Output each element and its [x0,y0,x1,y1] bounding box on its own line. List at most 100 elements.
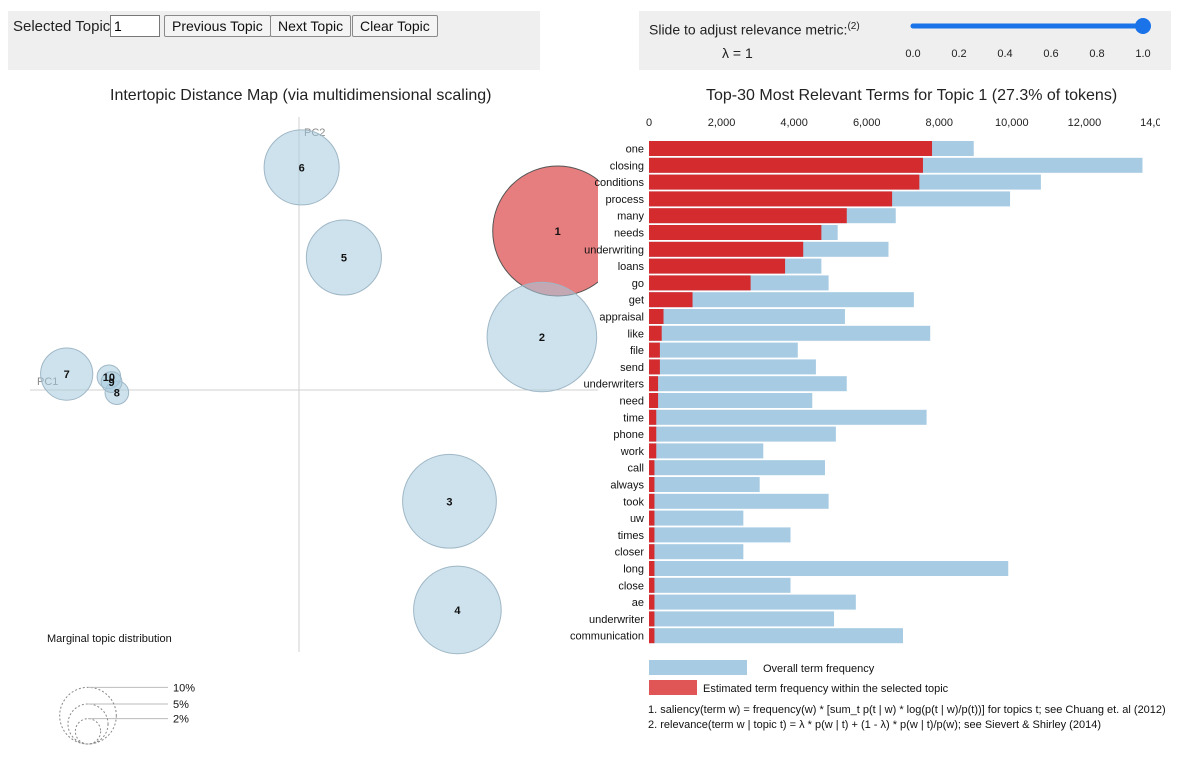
topic-bar-many [649,208,847,224]
marginal-legend-label: 2% [173,714,189,726]
topic-bar-closing [649,157,923,173]
topic-bar-ae [649,594,655,610]
topic-label-3: 3 [446,496,452,508]
topic-bar-long [649,561,655,576]
topic-label-4: 4 [454,605,461,617]
topic-label-9: 9 [108,377,114,389]
topic-label-2: 2 [539,332,545,344]
topic-bar-need [649,393,659,408]
legend-label-overall: Overall term frequency [763,663,875,675]
topic-bar-underwriter [649,611,655,627]
topic-bubble-2 [486,281,598,393]
term-label-long: long [623,564,644,576]
overall-bar-get [649,292,914,308]
slider-handle[interactable] [1135,18,1151,34]
overall-bar-took [649,493,829,509]
topic-bar-phone [649,426,657,442]
x-tick-label: 4,000 [780,117,808,129]
topic-bar-process [649,191,893,207]
topic-bar-needs [649,225,822,240]
marginal-legend-label: 10% [173,682,195,694]
topic-bar-times [649,527,655,543]
topic-bar-close [649,577,655,593]
topic-bar-work [649,443,657,459]
term-label-always: always [610,480,644,492]
next-topic-button[interactable]: Next Topic [270,15,352,37]
overall-bar-closer [649,544,744,560]
term-label-one: one [626,144,644,156]
relevance-slider[interactable]: 0.0 0.2 0.4 0.6 0.8 1.0 [639,11,1171,70]
topic-label-5: 5 [341,253,347,265]
legend-label-topic: Estimated term frequency within the sele… [703,683,949,695]
topic-bar-loans [649,258,786,274]
term-label-loans: loans [618,261,645,273]
overall-bar-call [649,460,825,476]
selected-topic-label: Selected Topic: [13,18,115,35]
term-label-times: times [618,530,645,542]
topic-bar-send [649,359,660,375]
topic-bubble-5 [305,219,382,296]
previous-topic-button[interactable]: Previous Topic [164,15,271,37]
term-label-needs: needs [614,228,644,240]
bar-chart-title: Top-30 Most Relevant Terms for Topic 1 (… [706,87,1118,104]
term-label-closer: closer [615,547,645,559]
topic-bar-took [649,493,655,509]
slider-tick-label: 0.0 [905,48,920,60]
slider-tick-label: 1.0 [1135,48,1150,60]
legend-swatch-overall [649,660,747,675]
overall-bar-long [649,561,1009,576]
overall-bar-always [649,477,760,492]
slider-label: Slide to adjust relevance metric:(2) [649,21,860,38]
term-label-uw: uw [630,513,644,525]
term-label-call: call [627,463,644,475]
slider-tick-label: 0.4 [997,48,1012,60]
topic-bar-get [649,292,693,308]
footnote-saliency: 1. saliency(term w) = frequency(w) * [su… [648,704,1166,716]
term-label-file: file [630,345,644,357]
intertopic-map-title: Intertopic Distance Map (via multidimens… [110,87,492,104]
topic-bar-always [649,477,655,492]
overall-bar-file [649,342,798,358]
topic-control-panel: Selected Topic: Previous Topic Next Topi… [8,11,540,70]
overall-bar-close [649,577,791,593]
term-label-like: like [627,328,644,340]
term-label-go: go [632,278,644,290]
overall-bar-send [649,359,816,375]
topic-bar-call [649,460,655,476]
selected-topic-input[interactable] [110,15,160,37]
overall-bar-times [649,527,791,543]
overall-bar-phone [649,426,836,442]
clear-topic-button[interactable]: Clear Topic [352,15,438,37]
overall-bar-need [649,393,813,408]
overall-bar-work [649,443,764,459]
overall-bar-communication [649,628,903,644]
term-label-get: get [629,295,644,307]
term-label-time: time [623,412,644,424]
x-tick-label: 6,000 [853,117,881,129]
term-label-phone: phone [613,429,644,441]
term-label-close: close [618,580,644,592]
term-label-process: process [605,194,644,206]
marginal-legend-circle [67,703,109,745]
x-tick-label: 2,000 [708,117,736,129]
term-label-conditions: conditions [594,177,644,189]
topic-bar-conditions [649,174,920,190]
topic-bar-like [649,325,662,341]
term-label-took: took [623,496,644,508]
x-tick-label: 12,000 [1068,117,1102,129]
topic-bar-communication [649,628,655,644]
topic-bar-underwriting [649,241,804,257]
topic-label-7: 7 [64,369,70,381]
topic-bar-file [649,342,660,358]
topic-bubble-9 [100,371,123,393]
overall-bar-underwriters [649,376,847,392]
x-tick-label: 8,000 [926,117,954,129]
lambda-value-text: λ = 1 [722,45,753,61]
term-label-communication: communication [570,631,644,643]
marginal-legend-title: Marginal topic distribution [47,633,172,645]
topic-bubble-7 [40,347,94,401]
term-label-work: work [620,446,645,458]
x-tick-label: 10,000 [995,117,1029,129]
overall-bar-uw [649,510,744,526]
footnote-relevance: 2. relevance(term w | topic t) = λ * p(w… [648,719,1101,731]
